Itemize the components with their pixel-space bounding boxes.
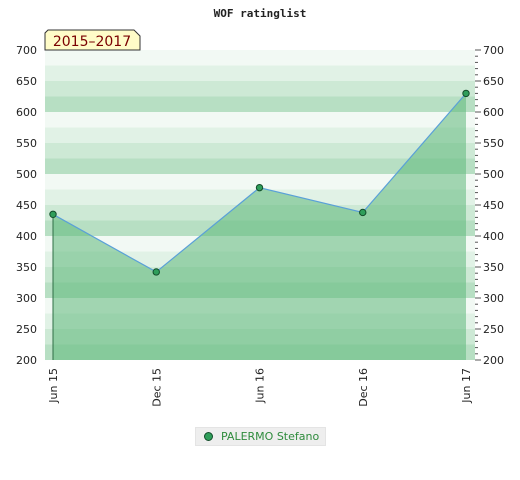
x-tick-label: Dec 16 bbox=[357, 368, 370, 407]
y-tick-label-right: 300 bbox=[483, 292, 504, 305]
y-tick-label-left: 300 bbox=[16, 292, 37, 305]
grid-band bbox=[45, 174, 475, 190]
series-area bbox=[53, 93, 466, 361]
y-tick-label-right: 450 bbox=[483, 199, 504, 212]
legend-label: PALERMO Stefano bbox=[221, 430, 320, 443]
y-tick-label-left: 400 bbox=[16, 230, 37, 243]
y-tick-label-left: 250 bbox=[16, 323, 37, 336]
y-tick-label-left: 200 bbox=[16, 354, 37, 367]
x-tick-label: Jun 15 bbox=[47, 368, 60, 404]
left-axis-ticks: 200 250 300 350 400 450 500 550 600 650 700 bbox=[16, 44, 37, 367]
y-tick-label-left: 450 bbox=[16, 199, 37, 212]
right-axis-minor-ticks bbox=[475, 55, 478, 355]
x-tick-label: Dec 15 bbox=[150, 368, 163, 407]
x-tick-label: Jun 17 bbox=[460, 368, 473, 404]
data-point[interactable] bbox=[255, 183, 264, 192]
y-tick-label-left: 500 bbox=[16, 168, 37, 181]
period-label: 2015–2017 bbox=[53, 34, 131, 50]
y-tick-label-left: 350 bbox=[16, 261, 37, 274]
y-tick-label-left: 550 bbox=[16, 137, 37, 150]
x-axis-ticks: Jun 15 Dec 15 Jun 16 Dec 16 Jun 17 bbox=[47, 368, 473, 407]
legend: PALERMO Stefano bbox=[195, 427, 326, 446]
y-tick-label-right: 350 bbox=[483, 261, 504, 274]
y-tick-label-right: 250 bbox=[483, 323, 504, 336]
grid-band bbox=[45, 50, 475, 66]
y-tick-label-right: 550 bbox=[483, 137, 504, 150]
y-tick-label-left: 650 bbox=[16, 75, 37, 88]
y-tick-label-right: 650 bbox=[483, 75, 504, 88]
y-tick-label-right: 400 bbox=[483, 230, 504, 243]
chart-title: WOF ratinglist bbox=[214, 7, 307, 20]
y-tick-label-left: 600 bbox=[16, 106, 37, 119]
grid-band bbox=[45, 127, 475, 143]
series-points-layer bbox=[49, 89, 470, 276]
y-tick-label-left: 700 bbox=[16, 44, 37, 57]
grid-band bbox=[45, 158, 475, 174]
grid-band bbox=[45, 143, 475, 159]
data-point[interactable] bbox=[462, 89, 470, 98]
grid-band bbox=[45, 81, 475, 97]
y-tick-label-right: 600 bbox=[483, 106, 504, 119]
y-tick-label-right: 700 bbox=[483, 44, 504, 57]
period-badge-box bbox=[44, 29, 141, 51]
right-axis-ticks: 200 250 300 350 400 450 500 550 600 650 700 bbox=[475, 44, 504, 367]
data-point[interactable] bbox=[152, 268, 160, 276]
data-point[interactable] bbox=[49, 210, 57, 219]
grid-band bbox=[45, 65, 475, 81]
grid-band bbox=[45, 96, 475, 112]
x-tick-label: Jun 16 bbox=[254, 368, 267, 404]
legend-marker bbox=[204, 432, 213, 441]
y-tick-label-right: 500 bbox=[483, 168, 504, 181]
y-tick-label-right: 200 bbox=[483, 354, 504, 367]
period-badge: 2015–2017 bbox=[44, 29, 141, 51]
data-point[interactable] bbox=[359, 208, 367, 217]
grid-band bbox=[45, 112, 475, 128]
